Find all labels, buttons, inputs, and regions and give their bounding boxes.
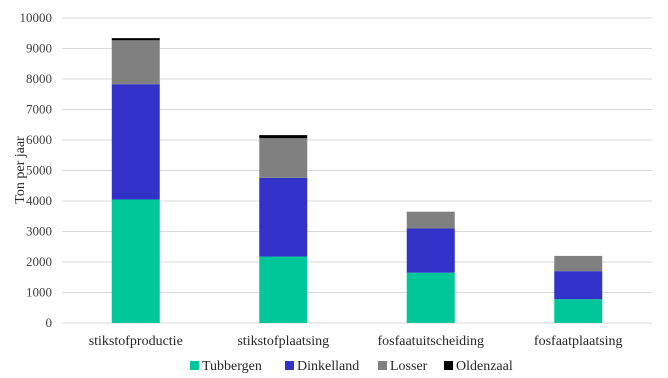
y-tick-label: 6000 — [26, 132, 52, 147]
y-tick-label: 3000 — [26, 224, 52, 239]
bar-segment — [259, 135, 308, 139]
legend-swatch — [444, 361, 453, 370]
x-category-label: stikstofproductie — [89, 334, 183, 349]
y-tick-label: 9000 — [26, 41, 52, 56]
legend-entry: Tubbergen — [202, 359, 262, 374]
y-tick-label: 7000 — [26, 102, 52, 117]
bar-segment — [111, 199, 160, 323]
bar-segment — [554, 255, 603, 272]
y-axis-label: Ton per jaar — [13, 136, 28, 204]
x-axis-categories: stikstofproductie stikstofplaatsing fosfaa… — [89, 334, 623, 349]
bar-segment — [259, 177, 308, 257]
legend-entry: Losser — [390, 359, 428, 374]
y-tick-label: 10000 — [20, 10, 53, 25]
legend-entry: Oldenzaal — [456, 359, 513, 374]
y-axis-ticks: 0 1000 2000 3000 4000 5000 6000 7000 8000 9000 100… — [20, 10, 53, 330]
bar-segment — [554, 299, 603, 323]
gridlines — [62, 17, 652, 324]
bar-segment — [111, 40, 160, 85]
x-category-label: fosfaatuitscheiding — [377, 334, 484, 349]
bar-segment — [259, 138, 308, 178]
bars — [111, 38, 603, 323]
bar-segment — [554, 271, 603, 300]
y-tick-label: 8000 — [26, 71, 52, 86]
legend-swatch — [190, 361, 199, 370]
y-tick-label: 2000 — [26, 254, 52, 269]
bar-segment — [406, 211, 455, 229]
y-tick-label: 4000 — [26, 193, 52, 208]
bar-segment — [111, 84, 160, 200]
y-tick-label: 5000 — [26, 163, 52, 178]
legend: Tubbergen Dinkelland Losser Oldenzaal — [190, 359, 513, 374]
legend-entry: Dinkelland — [297, 359, 359, 374]
x-category-label: fosfaatplaatsing — [534, 334, 623, 349]
y-tick-label: 1000 — [26, 285, 52, 300]
legend-swatch — [378, 361, 387, 370]
legend-swatch — [285, 361, 294, 370]
bar-segment — [259, 256, 308, 323]
x-category-label: stikstofplaatsing — [237, 334, 329, 349]
y-tick-label: 0 — [46, 315, 53, 330]
bar-segment — [111, 38, 160, 41]
bar-segment — [406, 272, 455, 323]
bar-segment — [406, 228, 455, 273]
